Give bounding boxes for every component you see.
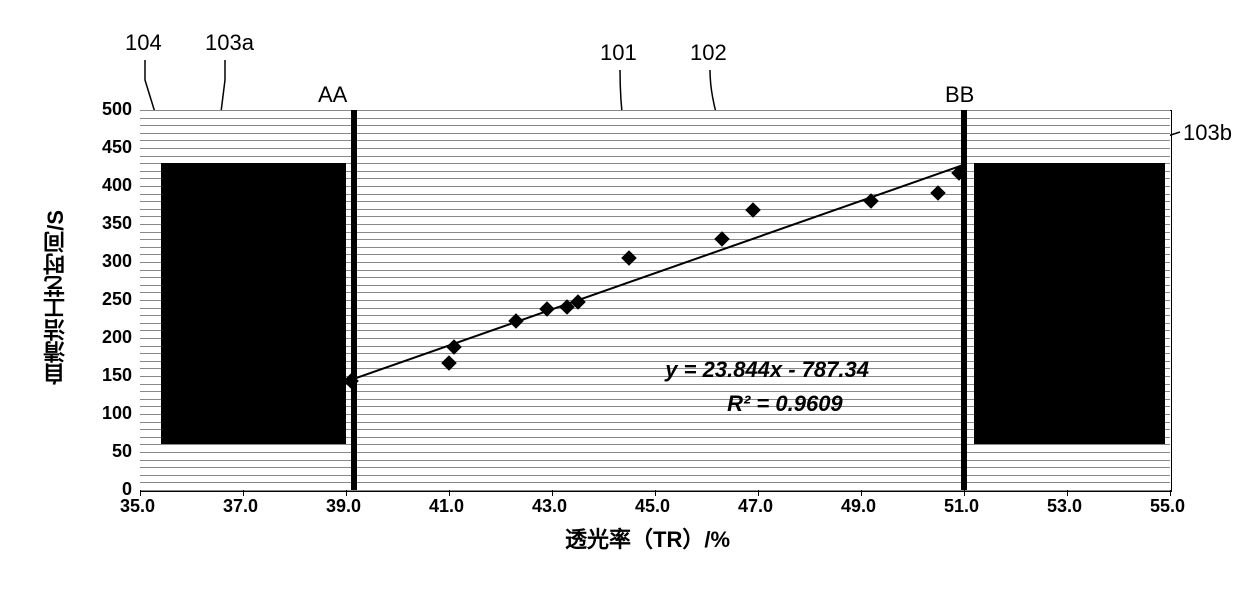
y-tick: 250 xyxy=(102,289,132,310)
x-tick: 47.0 xyxy=(738,496,773,517)
x-tick-mark xyxy=(964,490,965,496)
y-tick: 150 xyxy=(102,365,132,386)
x-axis-label: 透光率（TR）/% xyxy=(565,522,730,554)
y-tick: 450 xyxy=(102,137,132,158)
x-tick-mark xyxy=(758,490,759,496)
x-tick: 45.0 xyxy=(635,496,670,517)
x-tick-mark xyxy=(449,490,450,496)
x-tick-mark xyxy=(655,490,656,496)
x-tick: 39.0 xyxy=(326,496,361,517)
label-BB: BB xyxy=(945,82,974,108)
figure-container: 104 103a 101 102 103b AA BB 自清洁工艺时间/S 透光… xyxy=(10,10,1240,581)
x-tick: 53.0 xyxy=(1047,496,1082,517)
x-tick-mark xyxy=(552,490,553,496)
y-tick: 350 xyxy=(102,213,132,234)
y-axis-label: 自清洁工艺时间/S xyxy=(40,210,72,385)
x-tick: 55.0 xyxy=(1150,496,1185,517)
x-tick: 51.0 xyxy=(944,496,979,517)
x-tick-mark xyxy=(346,490,347,496)
x-tick: 41.0 xyxy=(429,496,464,517)
label-AA: AA xyxy=(318,82,347,108)
x-tick: 49.0 xyxy=(841,496,876,517)
x-tick-mark xyxy=(1170,490,1171,496)
trendline xyxy=(140,110,1170,490)
y-tick: 400 xyxy=(102,175,132,196)
x-tick: 37.0 xyxy=(223,496,258,517)
plot-area xyxy=(140,110,1170,490)
equation-text: y = 23.844x - 787.34 xyxy=(665,357,869,383)
x-tick-mark xyxy=(861,490,862,496)
x-tick: 35.0 xyxy=(120,496,155,517)
x-tick: 43.0 xyxy=(532,496,567,517)
x-tick-mark xyxy=(1067,490,1068,496)
y-tick: 100 xyxy=(102,403,132,424)
y-tick: 50 xyxy=(112,441,132,462)
y-tick: 500 xyxy=(102,99,132,120)
y-tick: 300 xyxy=(102,251,132,272)
x-tick-mark xyxy=(140,490,141,496)
r-squared-text: R² = 0.9609 xyxy=(727,391,843,417)
x-tick-mark xyxy=(243,490,244,496)
y-tick: 200 xyxy=(102,327,132,348)
